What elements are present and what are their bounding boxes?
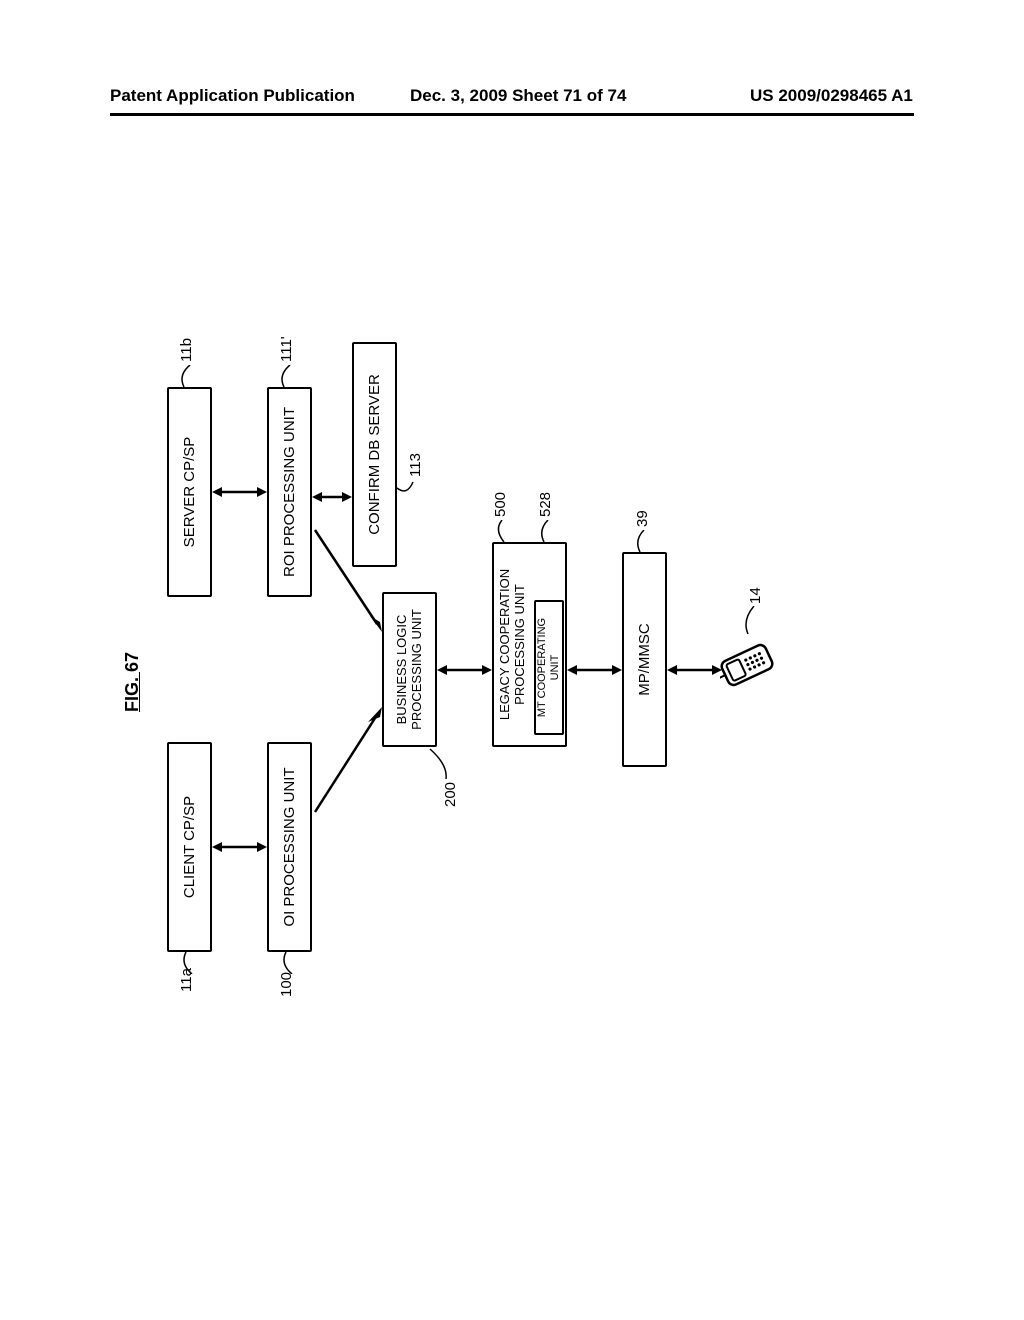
- figure-title-number: 67: [122, 652, 142, 672]
- node-confirm-db: CONFIRM DB SERVER: [352, 342, 397, 567]
- ref-label-39: 39: [634, 510, 651, 527]
- figure-diagram: FIG. 67 11a CLIENT CP/SP SERVER CP/SP 11…: [122, 328, 902, 992]
- edge-roi-confirm: [312, 490, 352, 504]
- node-client-cpsp: CLIENT CP/SP: [167, 742, 212, 952]
- ref-label-200: 200: [442, 782, 459, 807]
- ref-leader-39: [634, 530, 648, 552]
- edge-client-oi: [212, 840, 267, 854]
- ref-label-528: 528: [537, 492, 554, 517]
- phone-icon: [720, 630, 780, 700]
- ref-label-111: 111': [278, 336, 295, 362]
- node-oi-unit: OI PROCESSING UNIT: [267, 742, 312, 952]
- node-mp-mmsc: MP/MMSC: [622, 552, 667, 767]
- ref-label-11b: 11b: [178, 338, 195, 362]
- figure-title-prefix: FIG.: [122, 672, 142, 712]
- node-biz-logic-label: BUSINESS LOGICPROCESSING UNIT: [395, 609, 425, 730]
- node-legacy-label: LEGACY COOPERATIONPROCESSING UNIT: [498, 569, 528, 720]
- node-roi-unit: ROI PROCESSING UNIT: [267, 387, 312, 597]
- header-middle: Dec. 3, 2009 Sheet 71 of 74: [410, 86, 626, 106]
- ref-leader-14: [742, 606, 758, 634]
- edge-mp-phone: [667, 663, 722, 677]
- ref-leader-528: [538, 520, 552, 542]
- edge-legacy-mp: [567, 663, 622, 677]
- node-biz-logic: BUSINESS LOGICPROCESSING UNIT: [382, 592, 437, 747]
- figure-title: FIG. 67: [122, 652, 143, 712]
- ref-label-100: 100: [278, 972, 295, 997]
- ref-leader-200: [428, 747, 448, 779]
- edge-server-roi: [212, 485, 267, 499]
- node-mt-coop: MT COOPERATINGUNIT: [534, 600, 564, 735]
- edge-oi-biz: [312, 702, 387, 817]
- header-rule: [110, 113, 914, 116]
- node-server-cpsp: SERVER CP/SP: [167, 387, 212, 597]
- ref-leader-111: [278, 365, 292, 387]
- header-left: Patent Application Publication: [110, 86, 355, 106]
- ref-leader-11a: [180, 952, 194, 974]
- ref-label-500: 500: [492, 492, 509, 517]
- ref-leader-113: [397, 474, 415, 496]
- node-mt-coop-label: MT COOPERATINGUNIT: [536, 618, 561, 717]
- header-right: US 2009/0298465 A1: [750, 86, 913, 106]
- ref-leader-100: [280, 952, 294, 974]
- ref-label-113: 113: [407, 453, 424, 477]
- ref-leader-500: [494, 520, 508, 542]
- ref-label-14: 14: [747, 587, 764, 604]
- ref-leader-11b: [178, 365, 192, 387]
- page: Patent Application Publication Dec. 3, 2…: [0, 0, 1024, 1320]
- node-legacy: LEGACY COOPERATIONPROCESSING UNIT MT COO…: [492, 542, 567, 747]
- edge-biz-legacy: [437, 663, 492, 677]
